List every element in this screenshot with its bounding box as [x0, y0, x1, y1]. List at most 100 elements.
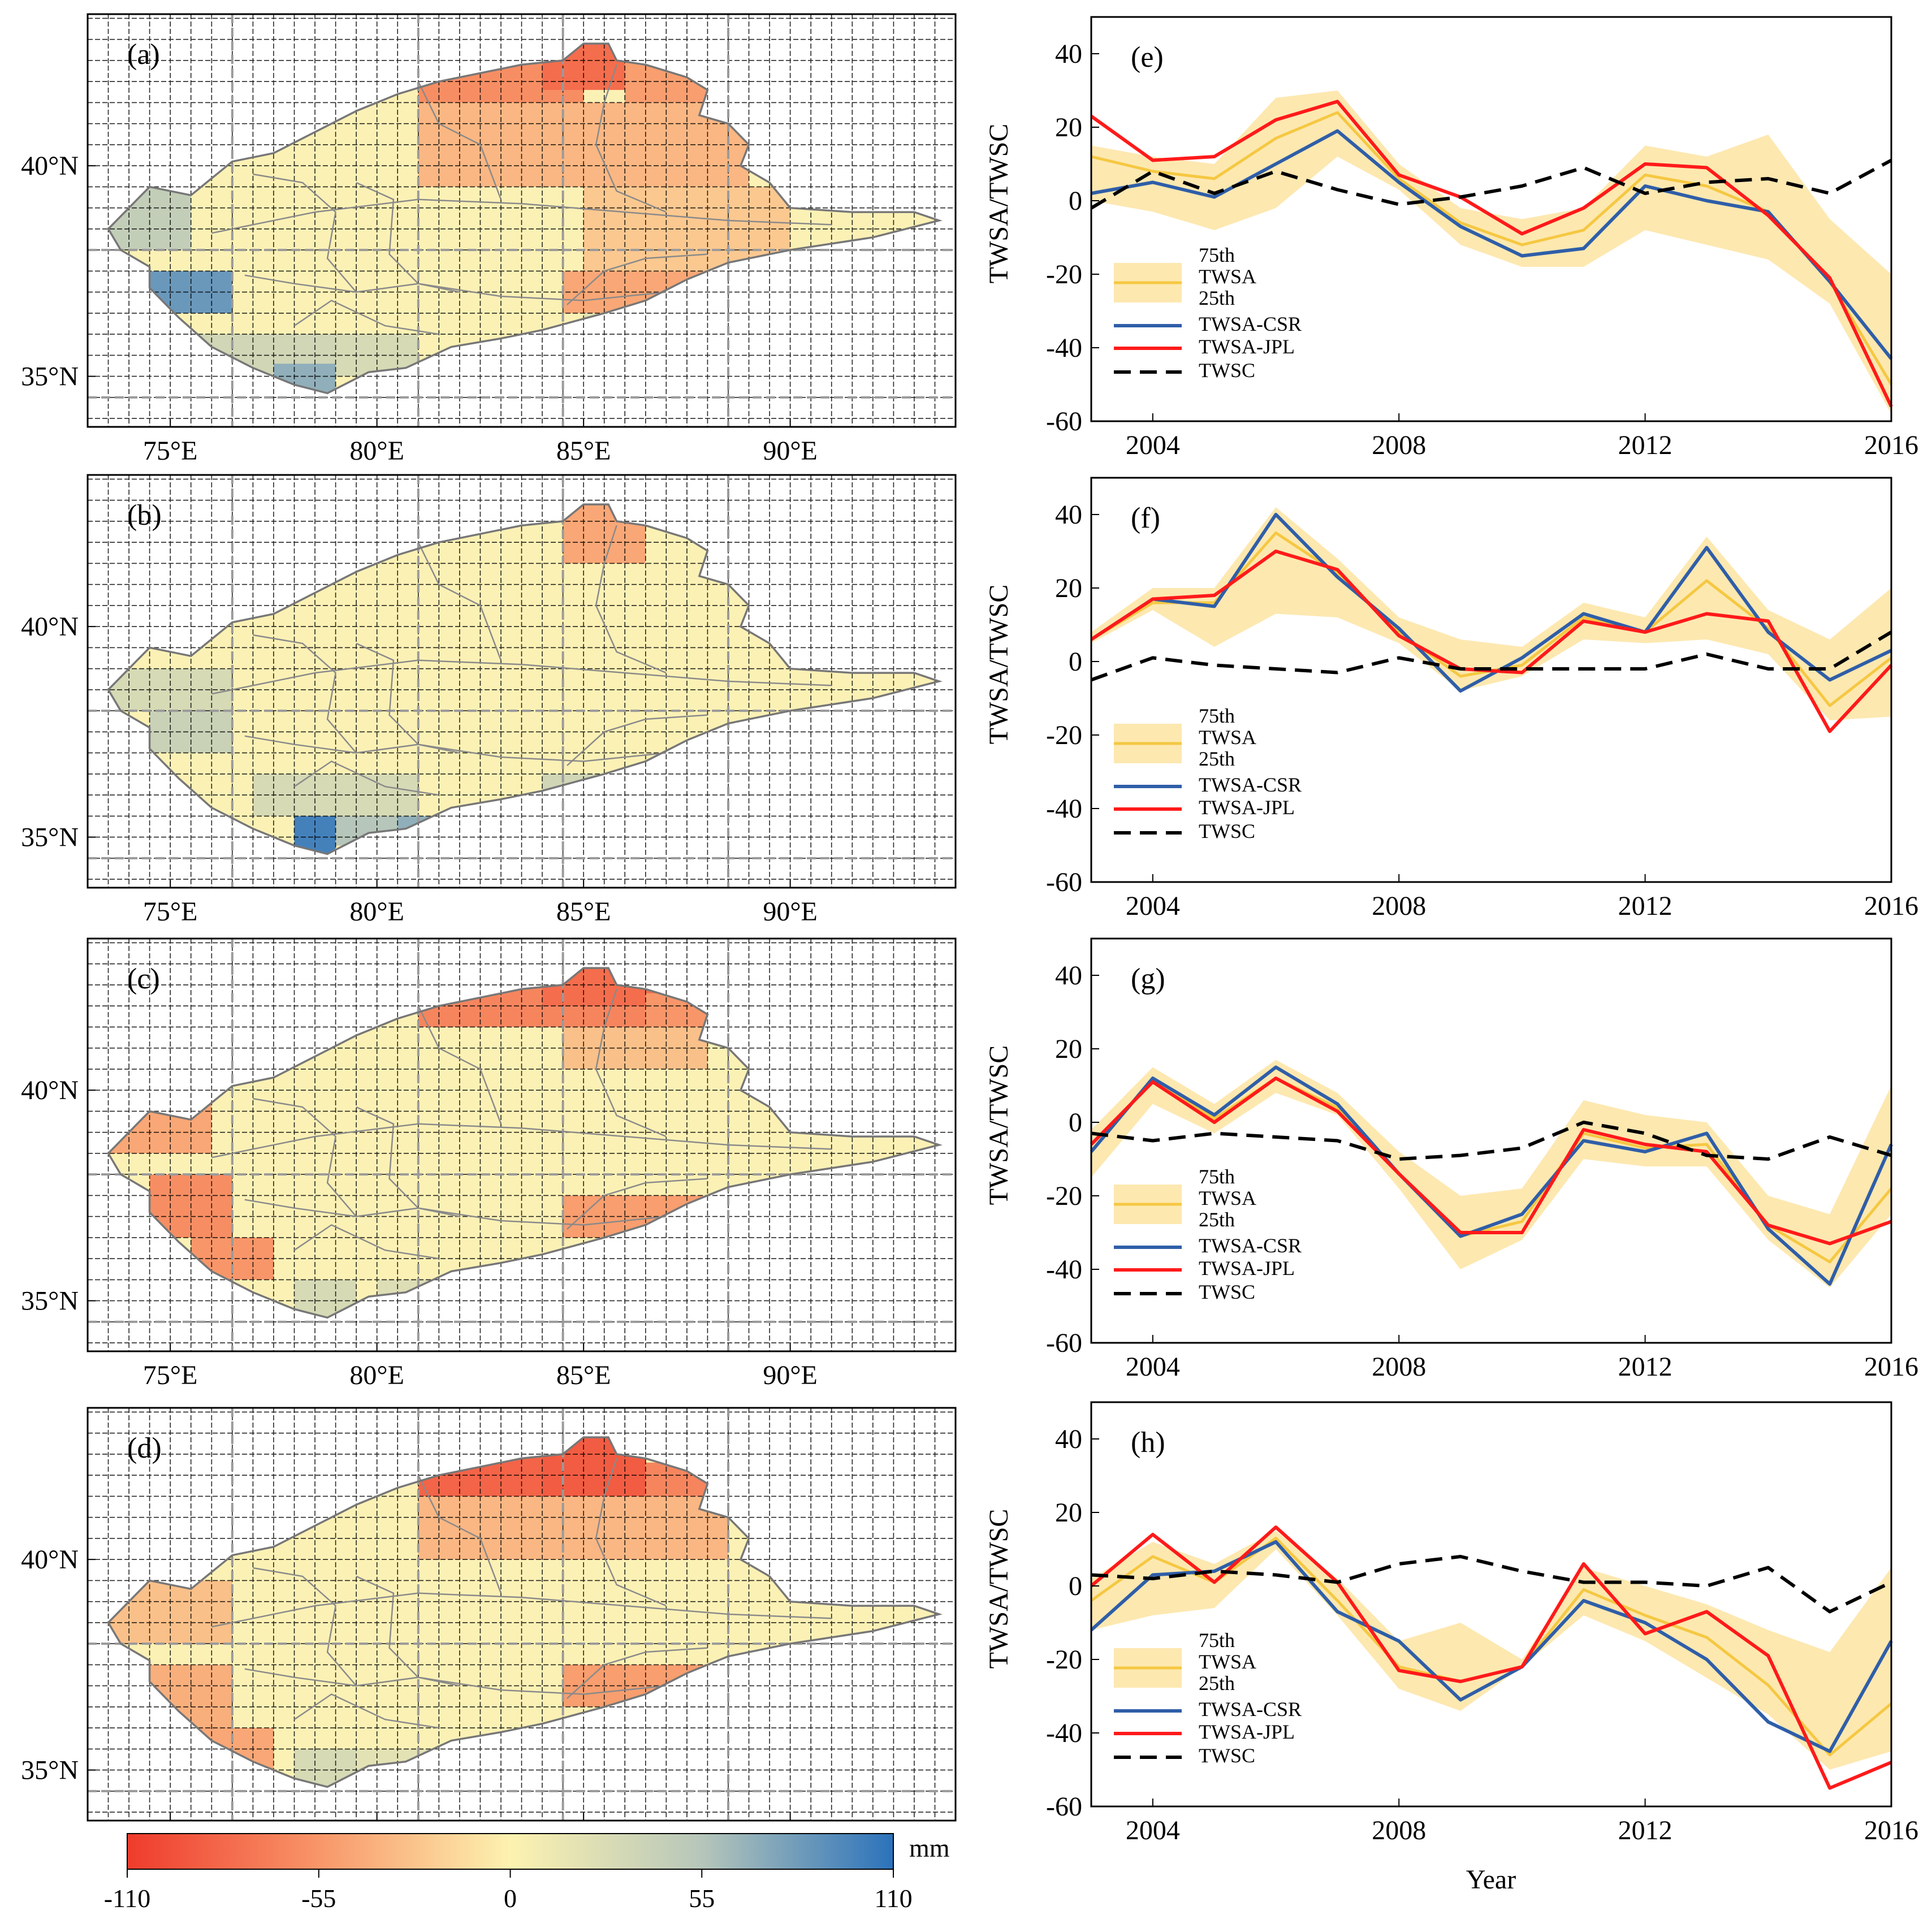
grid-cell — [273, 364, 336, 394]
y-tick-label: 35°N — [21, 1756, 79, 1786]
y-tick-label: -20 — [1046, 1645, 1082, 1675]
map-panel-a: 75°E 80°E 85°E 90°E 40°N 35°N (a) — [21, 13, 957, 466]
legend-label: TWSA — [1199, 1187, 1256, 1209]
map-panel-label: (a) — [127, 38, 160, 71]
legend-label: TWSA — [1199, 726, 1256, 749]
y-tick-label: 0 — [1069, 186, 1082, 216]
basin-fill — [108, 504, 939, 854]
x-tick-label: 2012 — [1618, 1815, 1672, 1845]
grid-cell — [563, 504, 646, 564]
y-tick-label: -20 — [1046, 260, 1082, 289]
x-tick-label: 85°E — [556, 1360, 611, 1390]
plot-frame — [1090, 16, 1892, 422]
y-tick-label: 40°N — [21, 1075, 79, 1105]
colorbar-tick-label: 110 — [874, 1884, 912, 1913]
chart-panel-label: (e) — [1131, 41, 1164, 74]
legend-label: TWSC — [1199, 1744, 1255, 1767]
x-tick-label: 2008 — [1372, 891, 1426, 921]
basin-outline — [107, 42, 943, 395]
line-chart-f: 40 20 0 -20 -40 -60 2004 2008 2012 2016 75thTWSA25… — [984, 477, 1918, 921]
legend-label: TWSA — [1199, 265, 1256, 288]
twsa-jpl-line — [1090, 100, 1893, 408]
x-tick-label: 80°E — [349, 436, 404, 466]
y-tick-label: -40 — [1046, 1255, 1082, 1285]
chart-content: 40 20 0 -20 -40 -60 2004 2008 2012 2016 75thTWSA25… — [1046, 39, 1918, 460]
x-tick-label: 2004 — [1126, 1352, 1180, 1382]
sub-basin-boundaries — [211, 525, 832, 796]
y-tick-label: 20 — [1055, 573, 1082, 603]
percentile-band — [1091, 1531, 1891, 1770]
plot-frame — [1090, 937, 1892, 1344]
line-chart-h: 40 20 0 -20 -40 -60 2004 2008 2012 2016 75thTWSA25… — [984, 1401, 1918, 1845]
map-frame — [87, 1407, 957, 1822]
legend-label: TWSA-JPL — [1199, 1721, 1295, 1743]
legend-label: 25th — [1199, 747, 1235, 770]
y-axis-label: TWSA/TWSC — [984, 1045, 1014, 1205]
plot-frame — [1090, 477, 1892, 883]
basin-fill — [108, 968, 939, 1318]
y-tick-label: -60 — [1046, 407, 1082, 436]
x-tick-label: 90°E — [763, 1360, 818, 1390]
legend-label: TWSA-JPL — [1199, 335, 1295, 358]
x-tick-label: 80°E — [349, 897, 404, 927]
x-tick-label: 2016 — [1864, 430, 1918, 460]
colorbar: -110 -55 0 55 110 mm — [104, 1833, 950, 1913]
y-tick-label: 0 — [1069, 647, 1082, 677]
map-content: 75°E80°E85°E90°E40°N35°N — [21, 1408, 956, 1860]
x-tick-label: 2004 — [1126, 430, 1180, 460]
y-axis-label: TWSA/TWSC — [984, 124, 1014, 284]
colorbar-tick-label: -110 — [104, 1884, 151, 1913]
legend-label: TWSA-CSR — [1199, 1234, 1302, 1257]
percentile-band — [1091, 507, 1891, 720]
grid-cell — [542, 1437, 646, 1497]
colorbar-tick-label: 0 — [504, 1884, 517, 1913]
y-tick-label: 0 — [1069, 1571, 1082, 1601]
y-tick-label: 40°N — [21, 151, 79, 181]
grid-cell — [108, 1580, 232, 1644]
y-tick-label: 40°N — [21, 612, 79, 642]
colorbar-gradient — [127, 1833, 894, 1870]
y-tick-label: 35°N — [21, 823, 79, 853]
basin-outline — [107, 1436, 943, 1788]
twsa-csr-line — [1090, 1540, 1893, 1753]
twsa-csr-line — [1091, 129, 1893, 360]
y-tick-label: -20 — [1046, 720, 1082, 750]
x-tick-label: 2016 — [1864, 1352, 1918, 1382]
x-tick-label: 2012 — [1618, 1352, 1672, 1382]
y-tick-label: 40 — [1055, 961, 1082, 991]
twsc-line — [1091, 1121, 1892, 1161]
map-panel-label: (d) — [127, 1432, 162, 1464]
y-tick-label: -60 — [1046, 867, 1082, 897]
y-axis-label: TWSA/TWSC — [984, 585, 1014, 745]
lat-lon-grid — [88, 1408, 956, 1821]
legend-label: TWSC — [1199, 820, 1255, 842]
basin-outline — [107, 503, 943, 855]
twsc-line — [1090, 630, 1892, 682]
x-tick-label: 2012 — [1618, 891, 1672, 921]
colorbar-tick-label: 55 — [689, 1884, 715, 1913]
x-tick-label: 2016 — [1864, 1815, 1918, 1845]
basin-outline — [107, 967, 943, 1319]
chart-panel-label: (f) — [1131, 502, 1160, 534]
plot-frame — [1090, 1401, 1892, 1808]
grid-cell — [418, 1496, 728, 1560]
x-tick-label: 2004 — [1126, 891, 1180, 921]
y-tick-label: 0 — [1069, 1108, 1082, 1138]
x-tick-label: 75°E — [143, 436, 198, 466]
grid-cell — [108, 1090, 212, 1153]
y-tick-label: -20 — [1046, 1181, 1082, 1211]
map-frame — [87, 13, 957, 428]
y-tick-label: 40 — [1055, 1424, 1082, 1454]
x-tick-label: 2012 — [1618, 430, 1672, 460]
x-tick-label: 2016 — [1864, 891, 1918, 921]
x-tick-label: 2008 — [1372, 1352, 1426, 1382]
y-tick-label: 40 — [1055, 500, 1082, 530]
map-frame — [87, 937, 957, 1352]
chart-content: 40 20 0 -20 -40 -60 2004 2008 2012 2016 75thTWSA25… — [1046, 500, 1918, 921]
x-tick-label: 90°E — [763, 897, 818, 927]
